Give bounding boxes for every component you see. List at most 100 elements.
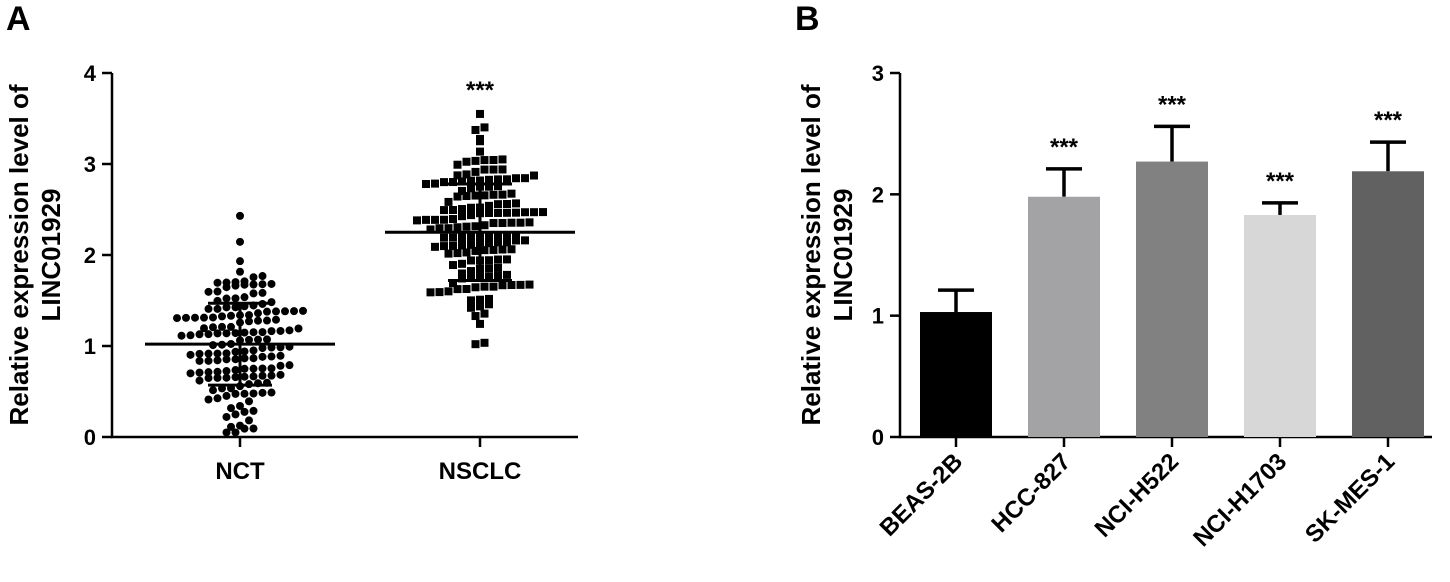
significance-label: *** bbox=[1374, 107, 1403, 134]
nsclc-data-point bbox=[476, 302, 484, 311]
nsclc-data-point bbox=[435, 224, 444, 233]
nct-data-point bbox=[281, 307, 289, 316]
nsclc-data-point bbox=[480, 156, 489, 165]
nct-data-point bbox=[231, 389, 240, 398]
panel-b: B Relative expression level of LINC01929… bbox=[795, 0, 1432, 552]
nsclc-data-point bbox=[458, 274, 466, 283]
nsclc-data-point bbox=[440, 206, 448, 215]
nct-data-point bbox=[299, 306, 307, 315]
nsclc-data-point bbox=[530, 171, 538, 180]
panel-a-points bbox=[173, 109, 547, 437]
nsclc-data-point bbox=[476, 319, 484, 328]
nsclc-data-point bbox=[458, 205, 466, 214]
nct-data-point bbox=[258, 371, 267, 380]
panel-b-x-tick-label: SK-MES-1 bbox=[1300, 448, 1400, 548]
nct-data-point bbox=[191, 313, 199, 322]
nct-data-point bbox=[231, 366, 240, 375]
nct-data-point bbox=[231, 428, 240, 437]
nct-data-point bbox=[236, 211, 244, 220]
nsclc-data-point bbox=[449, 178, 457, 187]
nct-data-point bbox=[231, 373, 240, 382]
nsclc-data-point bbox=[467, 232, 475, 241]
nct-data-point bbox=[267, 371, 276, 380]
panel-b-x-tick-label: BEAS-2B bbox=[875, 448, 969, 542]
nct-data-point bbox=[200, 324, 208, 333]
nct-data-point bbox=[186, 331, 195, 340]
nct-data-point bbox=[222, 373, 231, 382]
panel-a-ylabel-line2: LINC01929 bbox=[36, 189, 66, 322]
nct-data-point bbox=[240, 424, 249, 433]
nsclc-data-point bbox=[467, 256, 475, 265]
nsclc-data-point bbox=[485, 264, 493, 273]
nsclc-data-point bbox=[498, 190, 507, 199]
panel-a-letter: A bbox=[6, 0, 31, 38]
nct-data-point bbox=[249, 328, 258, 337]
nsclc-data-point bbox=[494, 208, 502, 217]
nct-data-point bbox=[249, 372, 258, 381]
nsclc-data-point bbox=[498, 165, 507, 174]
nct-data-point bbox=[195, 349, 204, 358]
nct-data-point bbox=[204, 304, 213, 313]
nct-data-point bbox=[245, 335, 253, 344]
nsclc-data-point bbox=[449, 279, 457, 288]
nct-data-point bbox=[263, 307, 271, 316]
nsclc-data-point bbox=[503, 255, 511, 264]
nsclc-data-point bbox=[471, 156, 480, 165]
bar-sk-mes-1 bbox=[1352, 171, 1424, 437]
bar-nci-h1703 bbox=[1244, 214, 1316, 437]
nct-data-point bbox=[276, 326, 285, 335]
nct-data-point bbox=[285, 361, 294, 370]
nsclc-data-point bbox=[494, 231, 502, 240]
nct-data-point bbox=[258, 328, 267, 337]
significance-label: *** bbox=[1158, 91, 1187, 118]
nct-data-point bbox=[258, 288, 267, 297]
nsclc-data-point bbox=[503, 199, 511, 208]
panel-b-y-tick-label: 1 bbox=[872, 304, 884, 329]
bar-beas-2b bbox=[920, 312, 992, 437]
nsclc-data-point bbox=[521, 236, 529, 245]
nct-data-point bbox=[204, 356, 213, 365]
nsclc-data-point bbox=[539, 208, 547, 217]
nct-data-point bbox=[272, 307, 280, 316]
nsclc-data-point bbox=[507, 280, 516, 289]
nct-data-point bbox=[267, 352, 276, 361]
nct-data-point bbox=[222, 349, 231, 358]
nsclc-data-point bbox=[440, 215, 448, 224]
nsclc-data-point bbox=[476, 137, 484, 146]
nsclc-data-point bbox=[485, 239, 493, 248]
nsclc-data-point bbox=[467, 184, 475, 193]
nsclc-data-point bbox=[453, 223, 462, 232]
nct-data-point bbox=[240, 293, 249, 302]
nct-data-point bbox=[276, 370, 285, 379]
nct-data-point bbox=[231, 294, 240, 303]
nct-data-point bbox=[272, 315, 280, 324]
nct-data-point bbox=[195, 368, 204, 377]
nsclc-data-point bbox=[489, 245, 498, 254]
nct-data-point bbox=[204, 287, 213, 296]
nsclc-data-point bbox=[485, 231, 493, 240]
nsclc-data-point bbox=[431, 215, 439, 224]
nsclc-data-point bbox=[467, 296, 475, 305]
nsclc-data-point bbox=[467, 267, 475, 276]
nct-data-point bbox=[236, 267, 244, 276]
nct-data-point bbox=[245, 397, 253, 406]
nsclc-data-point bbox=[480, 221, 489, 230]
nsclc-data-point bbox=[444, 249, 453, 258]
panel-a-y-tick-label: 4 bbox=[84, 61, 97, 86]
panel-b-y-ticks: 0 1 2 3 bbox=[872, 61, 900, 450]
nsclc-data-point bbox=[462, 170, 471, 179]
nsclc-data-point bbox=[458, 241, 466, 250]
nsclc-data-point bbox=[512, 199, 520, 208]
panel-a-ylabel-line1: Relative expression level of bbox=[4, 84, 34, 425]
nct-data-point bbox=[258, 280, 267, 289]
nsclc-data-point bbox=[498, 281, 507, 290]
nct-data-point bbox=[249, 289, 258, 298]
nsclc-data-point bbox=[512, 174, 520, 183]
nsclc-data-point bbox=[426, 225, 435, 234]
nsclc-data-point bbox=[458, 177, 466, 186]
nsclc-data-point bbox=[467, 303, 475, 312]
nct-data-point bbox=[222, 367, 231, 376]
nct-data-point bbox=[177, 331, 186, 340]
nct-data-point bbox=[236, 401, 244, 410]
nsclc-data-point bbox=[458, 186, 466, 195]
